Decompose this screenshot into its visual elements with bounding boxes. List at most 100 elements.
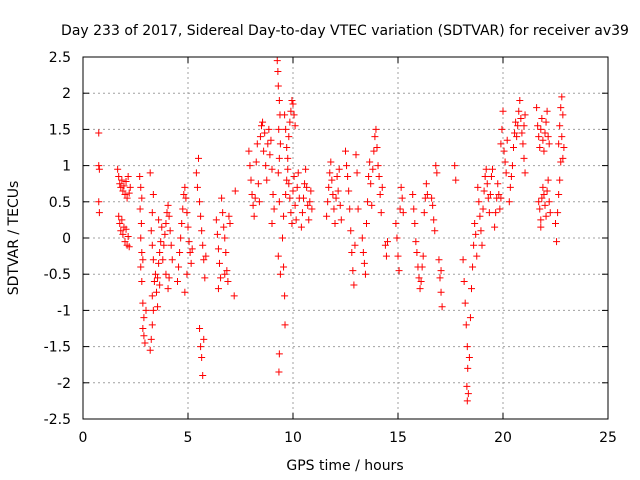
data-point — [212, 216, 220, 224]
data-point — [470, 241, 478, 249]
data-point — [412, 238, 420, 246]
data-point — [367, 180, 375, 188]
data-point — [265, 125, 273, 133]
y-tick-label: -1.5 — [44, 340, 71, 356]
data-point — [186, 248, 194, 256]
x-tick-label: 20 — [494, 430, 512, 446]
data-point — [452, 176, 460, 184]
data-point — [429, 201, 437, 209]
data-point — [260, 147, 268, 155]
data-point — [542, 118, 550, 126]
data-point — [126, 183, 134, 191]
data-point — [337, 216, 345, 224]
y-tick-label: 2.5 — [49, 50, 71, 66]
data-point — [146, 169, 154, 177]
data-point — [557, 104, 565, 112]
data-point — [361, 270, 369, 278]
data-point — [353, 169, 361, 177]
data-point — [373, 144, 381, 151]
data-point — [543, 187, 551, 195]
data-point — [281, 111, 289, 119]
y-tick-label: 1 — [62, 159, 71, 175]
data-point — [542, 212, 550, 220]
data-point — [483, 180, 491, 188]
data-point — [392, 220, 400, 228]
data-point — [469, 263, 477, 271]
data-point — [274, 82, 282, 90]
data-point — [279, 234, 286, 242]
data-point — [334, 187, 342, 195]
data-point — [275, 198, 283, 206]
data-point — [218, 194, 226, 202]
data-point — [428, 194, 436, 202]
data-point — [141, 339, 149, 347]
data-point — [538, 115, 546, 123]
data-point — [175, 263, 183, 271]
data-point — [464, 390, 472, 398]
data-point — [291, 122, 299, 130]
data-point — [193, 183, 201, 191]
x-tick-label: 0 — [79, 430, 88, 446]
data-point — [327, 158, 335, 166]
data-point — [543, 107, 551, 115]
data-point — [140, 332, 148, 340]
data-point — [332, 194, 340, 202]
data-point — [151, 270, 159, 278]
x-tick-label: 5 — [184, 430, 193, 446]
data-point — [515, 107, 523, 115]
data-point — [222, 248, 230, 256]
data-point — [350, 281, 358, 289]
data-point — [192, 169, 200, 177]
data-point — [268, 165, 276, 173]
data-point — [554, 209, 562, 217]
data-point — [369, 165, 377, 173]
data-point — [199, 372, 207, 380]
data-point — [156, 281, 164, 289]
data-point — [149, 306, 157, 314]
data-point — [197, 343, 205, 351]
data-point — [214, 245, 222, 253]
data-point — [326, 169, 334, 177]
data-point — [157, 238, 165, 246]
data-point — [199, 241, 207, 249]
data-point — [487, 172, 495, 180]
data-point — [184, 223, 192, 231]
data-point — [120, 182, 128, 190]
data-point — [431, 227, 439, 235]
data-point — [358, 234, 366, 242]
data-point — [546, 209, 554, 217]
y-tick-label: -0.5 — [44, 267, 71, 283]
data-point — [461, 299, 469, 307]
data-point — [275, 350, 283, 358]
data-point — [137, 220, 145, 228]
data-point — [464, 364, 472, 372]
data-point — [125, 243, 133, 251]
data-point — [394, 252, 402, 260]
data-point — [342, 147, 349, 155]
data-point — [282, 125, 290, 133]
data-point — [162, 270, 170, 278]
data-point — [283, 176, 291, 184]
data-point — [164, 285, 172, 293]
data-point — [267, 136, 275, 144]
x-tick-label: 10 — [284, 430, 302, 446]
data-point — [223, 267, 231, 275]
data-point — [555, 191, 563, 199]
data-point — [505, 198, 513, 206]
data-point — [304, 201, 312, 209]
data-point — [417, 277, 425, 285]
data-point — [544, 176, 552, 184]
data-point — [269, 191, 277, 199]
data-point — [273, 57, 281, 65]
data-point — [116, 220, 124, 228]
data-point — [437, 267, 445, 275]
data-point — [363, 220, 370, 228]
data-point — [268, 220, 276, 228]
data-point — [283, 144, 291, 151]
data-point — [118, 216, 126, 224]
data-point — [324, 198, 332, 206]
data-point — [511, 129, 519, 137]
data-point — [422, 180, 430, 188]
data-point — [247, 176, 255, 184]
